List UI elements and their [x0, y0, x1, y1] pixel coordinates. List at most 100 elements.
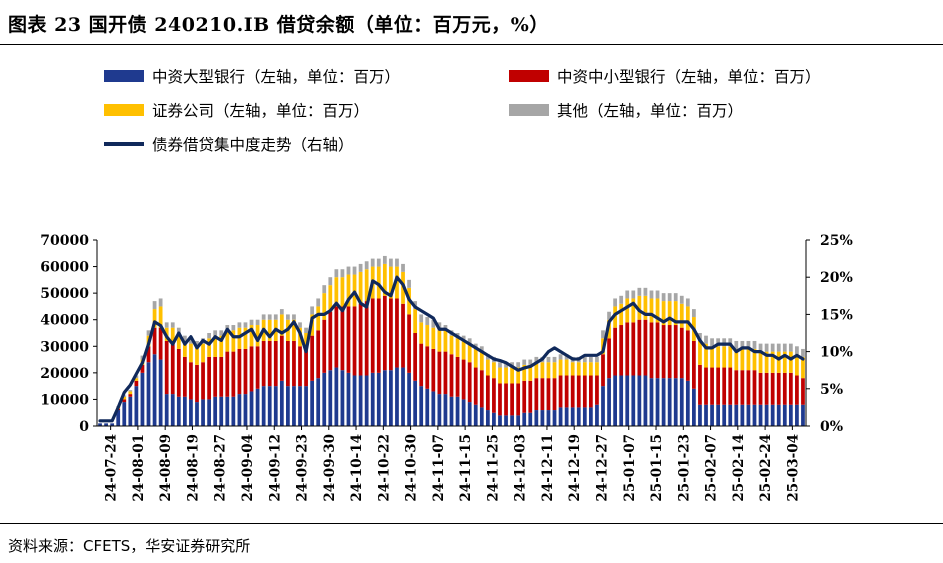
- bar-other-76: [558, 354, 563, 360]
- bar-other-75: [552, 356, 557, 363]
- right-tick-label-4: 20%: [820, 270, 853, 286]
- bar-small-bank-56: [437, 351, 442, 395]
- legend-item-concentration: 债券借贷集中度走势（右轴）: [104, 133, 354, 155]
- bar-other-24: [243, 322, 248, 328]
- bar-other-67: [504, 362, 508, 368]
- bar-other-48: [389, 258, 393, 267]
- bar-big-bank-49: [395, 367, 399, 426]
- x-tick-label-2: 24-08-09: [158, 434, 174, 502]
- bar-big-bank-35: [310, 380, 315, 426]
- bar-other-19: [213, 330, 218, 336]
- bar-other-102: [716, 338, 721, 347]
- left-tick-label-7: 70000: [40, 233, 89, 249]
- bar-other-94: [667, 293, 672, 302]
- bar-big-bank-70: [522, 412, 527, 426]
- bar-big-bank-41: [346, 372, 351, 426]
- bar-securities-77: [564, 359, 569, 376]
- bar-small-bank-49: [395, 298, 399, 368]
- bar-other-91: [649, 290, 654, 299]
- bar-small-bank-109: [758, 372, 763, 405]
- bar-other-72: [534, 356, 539, 363]
- legend-item-small-bank: 中资中小型银行（左轴，单位：百万）: [509, 65, 821, 87]
- legend-label-securities: 证券公司（左轴，单位：百万）: [152, 102, 370, 120]
- bar-small-bank-39: [334, 306, 339, 368]
- bar-small-bank-65: [492, 378, 496, 413]
- x-tick-label-11: 24-10-30: [404, 434, 420, 502]
- bar-securities-20: [219, 335, 224, 357]
- bar-small-bank-21: [225, 351, 230, 397]
- bar-other-103: [722, 338, 727, 347]
- bar-small-bank-4: [122, 399, 127, 403]
- left-tick-label-1: 10000: [40, 392, 89, 408]
- bar-small-bank-89: [637, 319, 642, 376]
- bar-big-bank-62: [473, 404, 478, 426]
- bar-big-bank-87: [625, 375, 630, 426]
- bar-securities-36: [316, 306, 321, 331]
- bar-securities-114: [788, 351, 793, 373]
- bar-other-112: [776, 343, 781, 352]
- bar-securities-91: [649, 298, 654, 323]
- bar-big-bank-78: [570, 407, 575, 426]
- bar-other-23: [237, 322, 242, 328]
- bar-small-bank-83: [601, 354, 605, 387]
- bar-other-14: [182, 335, 187, 341]
- bar-small-bank-116: [801, 378, 805, 405]
- bar-big-bank-33: [298, 386, 302, 426]
- bar-small-bank-52: [413, 333, 418, 381]
- bar-small-bank-70: [522, 380, 527, 413]
- bar-big-bank-43: [358, 375, 363, 426]
- bar-small-bank-104: [728, 367, 733, 405]
- x-tick-label-18: 24-12-27: [594, 434, 610, 502]
- bar-big-bank-29: [273, 386, 278, 426]
- bar-other-28: [267, 314, 272, 320]
- bar-securities-94: [667, 301, 672, 326]
- legend-label-big-bank: 中资大型银行（左轴，单位：百万）: [152, 68, 401, 86]
- chart-title: 图表 23 国开债 240210.IB 借贷余额（单位：百万元，%）: [8, 14, 549, 36]
- source-rule: [0, 523, 943, 524]
- bar-securities-43: [358, 271, 363, 304]
- bar-securities-102: [716, 346, 721, 368]
- bar-small-bank-11: [164, 340, 169, 395]
- bar-other-13: [176, 327, 181, 333]
- bar-big-bank-95: [673, 378, 678, 426]
- bar-securities-115: [795, 354, 799, 376]
- bar-big-bank-63: [479, 407, 484, 426]
- bar-securities-5: [128, 391, 133, 395]
- x-tick-label-12: 24-11-07: [431, 434, 447, 502]
- bar-small-bank-36: [316, 330, 321, 379]
- bar-other-12: [170, 322, 175, 328]
- bar-big-bank-19: [213, 396, 218, 426]
- bar-big-bank-56: [437, 394, 442, 426]
- bar-big-bank-52: [413, 380, 418, 426]
- bar-small-bank-15: [189, 362, 193, 400]
- bar-small-bank-27: [261, 340, 266, 387]
- x-tick-label-9: 24-10-14: [349, 434, 365, 502]
- bar-small-bank-106: [740, 370, 745, 405]
- bar-big-bank-24: [243, 394, 248, 426]
- bar-big-bank-97: [685, 380, 690, 426]
- bar-securities-61: [467, 343, 472, 363]
- bar-other-15: [189, 338, 193, 344]
- x-tick-label-23: 25-02-14: [731, 434, 747, 502]
- bar-small-bank-40: [340, 306, 345, 371]
- x-tick-label-24: 25-02-24: [758, 434, 774, 502]
- bar-big-bank-89: [637, 375, 642, 426]
- bar-big-bank-99: [698, 404, 702, 426]
- bar-securities-37: [322, 293, 327, 320]
- bar-big-bank-77: [564, 407, 569, 426]
- bar-small-bank-20: [219, 356, 224, 397]
- x-tick-label-6: 24-09-12: [267, 434, 283, 502]
- bar-small-bank-6: [134, 380, 139, 387]
- bar-securities-109: [758, 351, 763, 373]
- bar-small-bank-22: [231, 351, 236, 397]
- bar-big-bank-59: [455, 396, 460, 426]
- bar-securities-100: [704, 343, 708, 368]
- bar-other-7: [140, 355, 145, 360]
- x-tick-label-21: 25-01-23: [676, 434, 692, 502]
- right-tick-label-5: 25%: [820, 233, 853, 249]
- bar-big-bank-91: [649, 378, 654, 426]
- bar-other-115: [795, 346, 799, 355]
- bar-big-bank-26: [255, 388, 260, 426]
- bar-big-bank-37: [322, 372, 327, 426]
- bar-securities-12: [170, 327, 175, 341]
